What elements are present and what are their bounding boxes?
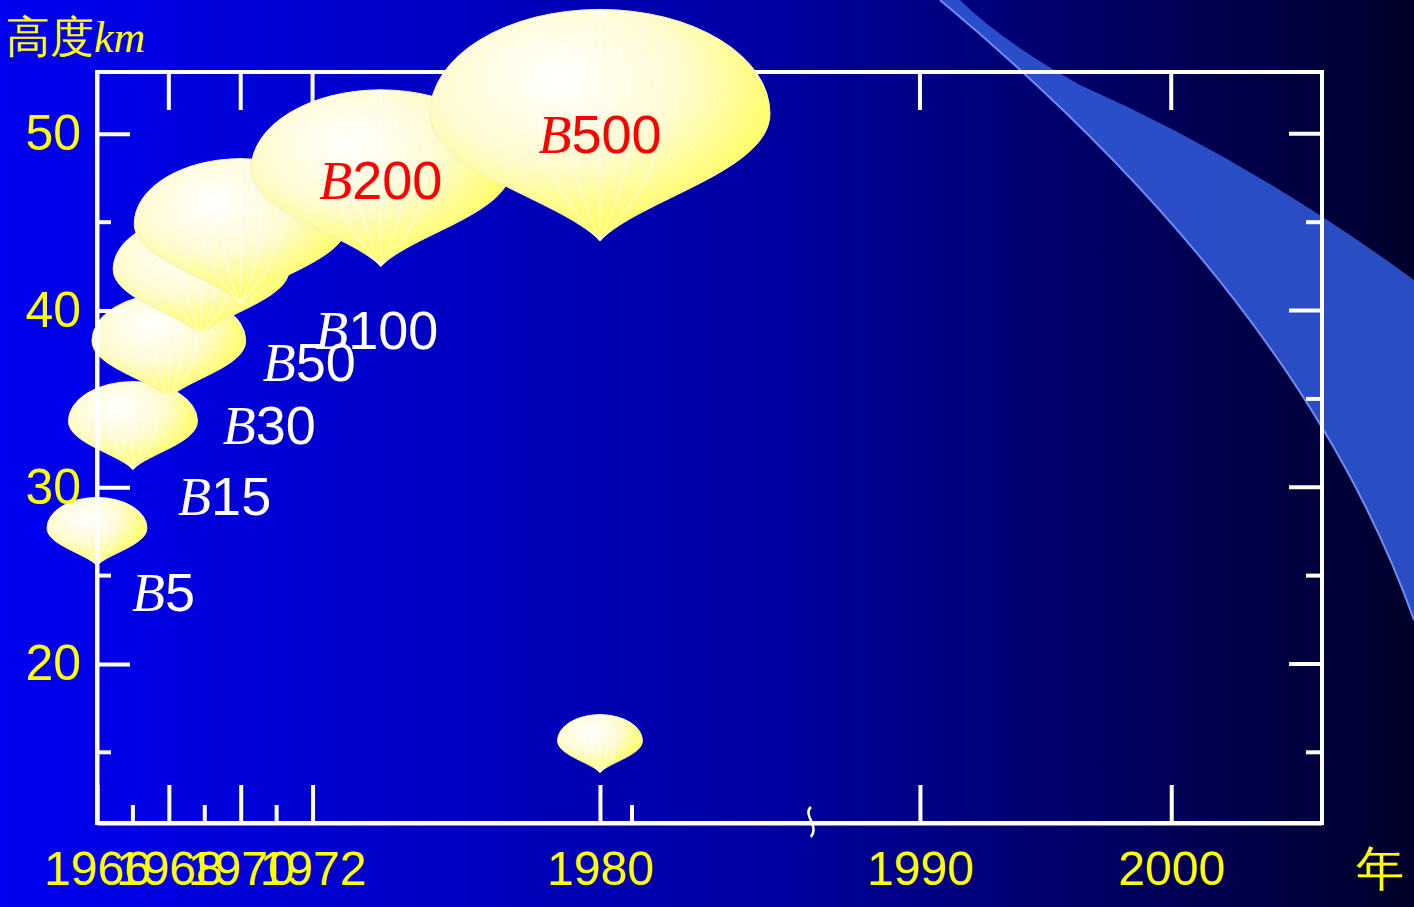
plot-frame xyxy=(97,72,1322,823)
y-tick-mark xyxy=(97,486,130,490)
balloon xyxy=(68,382,197,470)
y-tick-right xyxy=(1289,309,1322,313)
x-tick-label: 1972 xyxy=(260,842,367,895)
y-axis: 20 30 40 50 xyxy=(25,73,130,824)
y-minor-tick xyxy=(1306,750,1322,754)
balloon-gore xyxy=(133,382,156,470)
point-label: B500 xyxy=(538,104,661,165)
point-label: B200 xyxy=(319,150,442,211)
marks xyxy=(47,9,770,772)
point-labels: B5B15B30B50B100B200B500 xyxy=(132,104,662,624)
right-ticks xyxy=(1289,134,1322,664)
y-tick-label: 20 xyxy=(25,635,81,691)
x-tick-label: 1980 xyxy=(547,842,654,895)
chart: 196619681970197219801990200020304050B5B1… xyxy=(0,0,1414,907)
x-tick-label: 1990 xyxy=(867,842,974,895)
background xyxy=(0,0,1414,907)
y-tick-right xyxy=(1289,132,1322,136)
balloon-gore xyxy=(585,715,600,773)
plot: 196619681970197219801990200020304050B5B1… xyxy=(25,9,1322,895)
x-tick-mark xyxy=(598,785,602,823)
y-tick-mark xyxy=(97,662,130,666)
x-tick-mark xyxy=(918,785,922,823)
y-tick-right xyxy=(1289,485,1322,489)
balloon xyxy=(430,9,770,240)
y-tick: 20 xyxy=(25,635,130,691)
balloon-gore xyxy=(97,497,115,565)
x-tick: 1972 xyxy=(260,785,367,895)
x-minor-tick xyxy=(131,805,135,823)
minor-ticks xyxy=(97,222,1322,823)
y-axis-line xyxy=(96,73,100,824)
balloon-gore xyxy=(132,382,134,470)
x-minor-tick xyxy=(630,805,634,823)
balloon-gore xyxy=(600,715,615,773)
balloon-gore xyxy=(133,382,145,470)
x-axis-line xyxy=(98,822,1323,826)
y-tick: 30 xyxy=(25,459,130,515)
y-tick-label: 40 xyxy=(25,282,81,338)
y-tick-right xyxy=(1289,662,1322,666)
balloon-gore xyxy=(121,382,133,470)
y-minor-tick xyxy=(1306,574,1322,578)
y-tick-mark xyxy=(97,309,130,313)
y-axis-title: 高度km xyxy=(6,12,145,62)
x-tick-mark xyxy=(1170,785,1174,823)
balloon-gore xyxy=(110,382,133,470)
balloon-gore xyxy=(202,159,240,304)
decor-swoosh xyxy=(940,0,1414,620)
balloon-gore xyxy=(592,715,600,773)
y-minor-tick xyxy=(1306,220,1322,224)
x-tick-mark xyxy=(239,785,243,823)
point-label: B15 xyxy=(178,466,271,527)
x-tick-top xyxy=(1169,72,1173,110)
balloon-gore xyxy=(599,715,601,773)
y-tick: 50 xyxy=(25,105,130,161)
point-label: B100 xyxy=(315,300,438,361)
balloon xyxy=(558,715,643,773)
x-minor-tick xyxy=(275,805,279,823)
y-tick: 40 xyxy=(25,282,130,338)
x-axis: 1966196819701972198019902000 xyxy=(44,785,1322,895)
y-tick-mark xyxy=(97,132,130,136)
point-label: B30 xyxy=(223,395,316,456)
x-tick-mark xyxy=(167,785,171,823)
x-tick-top xyxy=(239,72,243,110)
x-tick-label: 2000 xyxy=(1118,842,1225,895)
y-tick-label: 50 xyxy=(25,105,81,161)
x-minor-tick xyxy=(203,805,207,823)
x-tick: 2000 xyxy=(1118,785,1225,895)
x-tick: 1980 xyxy=(547,785,654,895)
axis-break xyxy=(808,807,813,837)
y-minor-tick xyxy=(1306,397,1322,401)
x-tick: 1990 xyxy=(867,785,974,895)
x-tick-top xyxy=(167,72,171,110)
x-axis-title: 年 xyxy=(1356,842,1404,895)
y-tick-label: 30 xyxy=(25,459,81,515)
balloon-gore xyxy=(222,159,241,304)
decor-swoosh-edge xyxy=(940,0,1414,620)
point-label: B5 xyxy=(132,562,195,623)
balloon-gore xyxy=(79,497,97,565)
balloon-gore xyxy=(240,159,242,304)
x-tick-mark xyxy=(311,785,315,823)
x-tick-top xyxy=(918,72,922,110)
